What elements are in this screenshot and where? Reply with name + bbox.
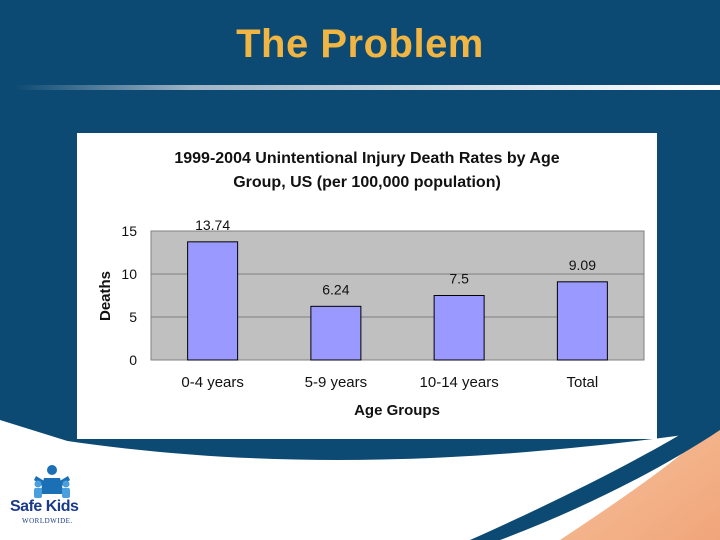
bar-10-14-years [433,295,485,361]
x-axis-title: Age Groups [354,402,440,419]
chart-panel: 1999-2004 Unintentional Injury Death Rat… [77,133,657,439]
data-label: 9.09 [569,257,596,273]
data-label: 7.5 [449,271,469,287]
y-tick-label: 15 [121,223,137,239]
data-label: 6.24 [322,281,349,297]
title-separator [15,85,720,90]
bottom-orange-swoosh [560,420,720,540]
logo-tagline: WORLDWIDE. [22,517,73,525]
bar-chart: 1999-2004 Unintentional Injury Death Rat… [97,150,645,419]
chart-title-line-1: 1999-2004 Unintentional Injury Death Rat… [174,150,559,167]
bars [187,241,608,361]
chart-title-line-2: Group, US (per 100,000 population) [233,174,501,191]
bar-total [556,281,608,361]
logo-name: Safe Kids [10,498,79,515]
safe-kids-logo-icon [34,465,70,498]
x-axis-ticks: 0-4 years 5-9 years 10-14 years Total [181,374,598,391]
x-tick-label: 5-9 years [305,374,368,391]
bar-0-4-years [187,241,239,361]
x-tick-label: 10-14 years [420,374,499,391]
slide-title: The Problem [236,22,484,66]
y-axis-ticks: 0 5 10 15 [121,223,137,368]
y-tick-label: 10 [121,266,137,282]
data-labels: 13.74 6.24 7.5 9.09 [195,217,596,298]
y-tick-label: 0 [129,352,137,368]
bar-5-9-years [310,305,362,361]
x-tick-label: 0-4 years [181,374,244,391]
data-label: 13.74 [195,217,230,233]
y-tick-label: 5 [129,309,137,325]
x-tick-label: Total [567,374,599,391]
y-axis-title: Deaths [97,271,114,321]
